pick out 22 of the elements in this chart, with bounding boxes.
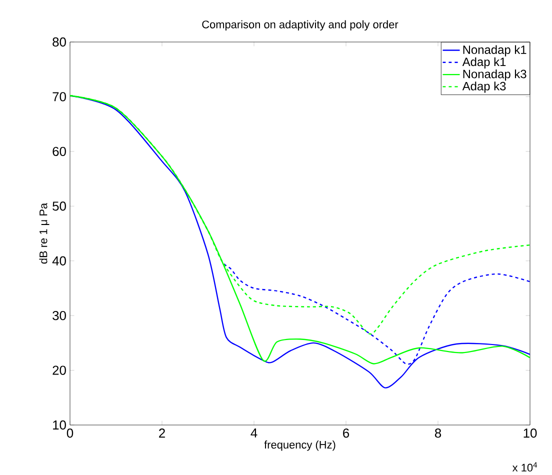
legend-label: Adap k1 xyxy=(462,57,506,68)
chart-title: Comparison on adaptivity and poly order xyxy=(202,20,398,30)
x-tick-label: 8 xyxy=(434,428,442,438)
y-tick-label: 50 xyxy=(52,202,66,211)
x-axis-title: frequency (Hz) xyxy=(264,440,336,451)
y-tick-label: 60 xyxy=(52,146,66,156)
x-tick-label: 2 xyxy=(159,428,165,438)
y-tick-label: 80 xyxy=(52,37,66,47)
y-tick-label: 40 xyxy=(52,256,66,266)
y-tick-label: 20 xyxy=(52,366,66,375)
legend-label: Nonadap k3 xyxy=(463,69,526,81)
legend-label: Adap k3 xyxy=(462,82,506,93)
x-tick-label: 10 xyxy=(524,428,537,438)
legend-label: Nonadap k1 xyxy=(463,45,526,56)
y-axis-title: dB re 1 μ Pa xyxy=(39,202,50,264)
y-tick-label: 70 xyxy=(52,92,66,102)
text: x 10$^{4}$ xyxy=(512,462,538,472)
x-tick-label: 4 xyxy=(250,428,258,438)
x-tick-label: 6 xyxy=(343,428,350,438)
y-tick-label: 10 xyxy=(53,420,66,430)
y-tick-label: 30 xyxy=(52,310,66,320)
x-tick-label: 0 xyxy=(66,428,74,438)
